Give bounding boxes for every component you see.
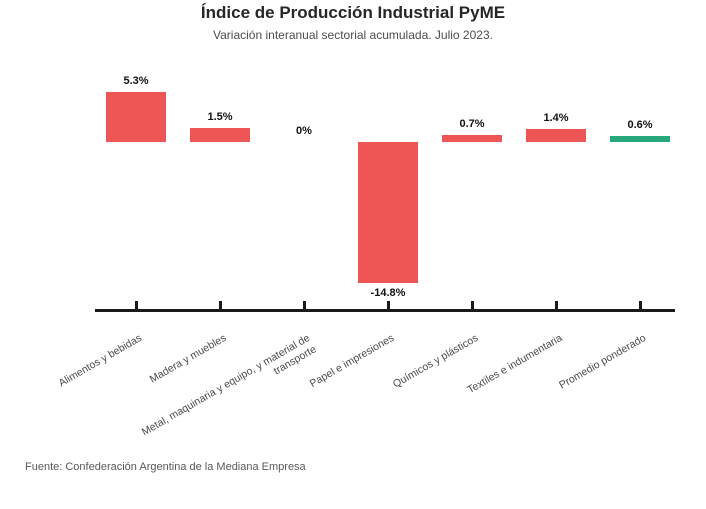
x-axis-tick-quimicos-y-plasticos [470, 301, 474, 312]
bar-alimentos-y-bebidas [106, 91, 166, 142]
chart-title: Índice de Producción Industrial PyME [200, 3, 506, 22]
bar-promedio-ponderado [610, 136, 670, 142]
bar-textiles-e-indumentaria [526, 128, 586, 142]
chart-subtitle: Variación interanual sectorial acumulada… [213, 28, 493, 42]
x-axis-label-promedio-ponderado: Promedio ponderado [557, 332, 648, 392]
bar-papel-e-impresiones [358, 142, 418, 283]
value-label-quimicos-y-plasticos: 0.7% [459, 118, 485, 131]
value-label-promedio-ponderado: 0.6% [627, 119, 653, 132]
x-axis-label-quimicos-y-plasticos: Químicos y plásticos [390, 332, 480, 391]
x-axis-tick-metal-maquinaria-y-equipo-y-material-de-transporte [302, 301, 306, 312]
value-label-madera-y-muebles: 1.5% [207, 110, 233, 123]
x-axis-tick-madera-y-muebles [218, 301, 222, 312]
value-label-metal-maquinaria-y-equipo-y-material-de-transporte: 0% [296, 125, 312, 137]
value-label-alimentos-y-bebidas: 5.3% [123, 74, 149, 87]
source-note: Fuente: Confederación Argentina de la Me… [25, 461, 306, 473]
bar-madera-y-muebles [190, 127, 250, 142]
bar-quimicos-y-plasticos [442, 135, 502, 142]
x-axis-tick-textiles-e-indumentaria [554, 301, 558, 312]
x-axis-label-papel-e-impresiones: Papel e impresiones [307, 332, 396, 390]
x-axis-tick-alimentos-y-bebidas [134, 301, 138, 312]
x-axis-tick-papel-e-impresiones [386, 301, 390, 312]
x-axis-tick-promedio-ponderado [638, 301, 642, 312]
x-axis-line [95, 309, 675, 312]
value-label-papel-e-impresiones: -14.8% [370, 286, 406, 299]
x-axis-label-madera-y-muebles: Madera y muebles [147, 332, 228, 386]
value-label-textiles-e-indumentaria: 1.4% [543, 111, 569, 124]
x-axis-label-metal-maquinaria-y-equipo-y-material-de-transporte: Metal, maquinaria y equipo, y material d… [139, 332, 319, 439]
x-axis-label-alimentos-y-bebidas: Alimentos y bebidas [56, 332, 144, 390]
